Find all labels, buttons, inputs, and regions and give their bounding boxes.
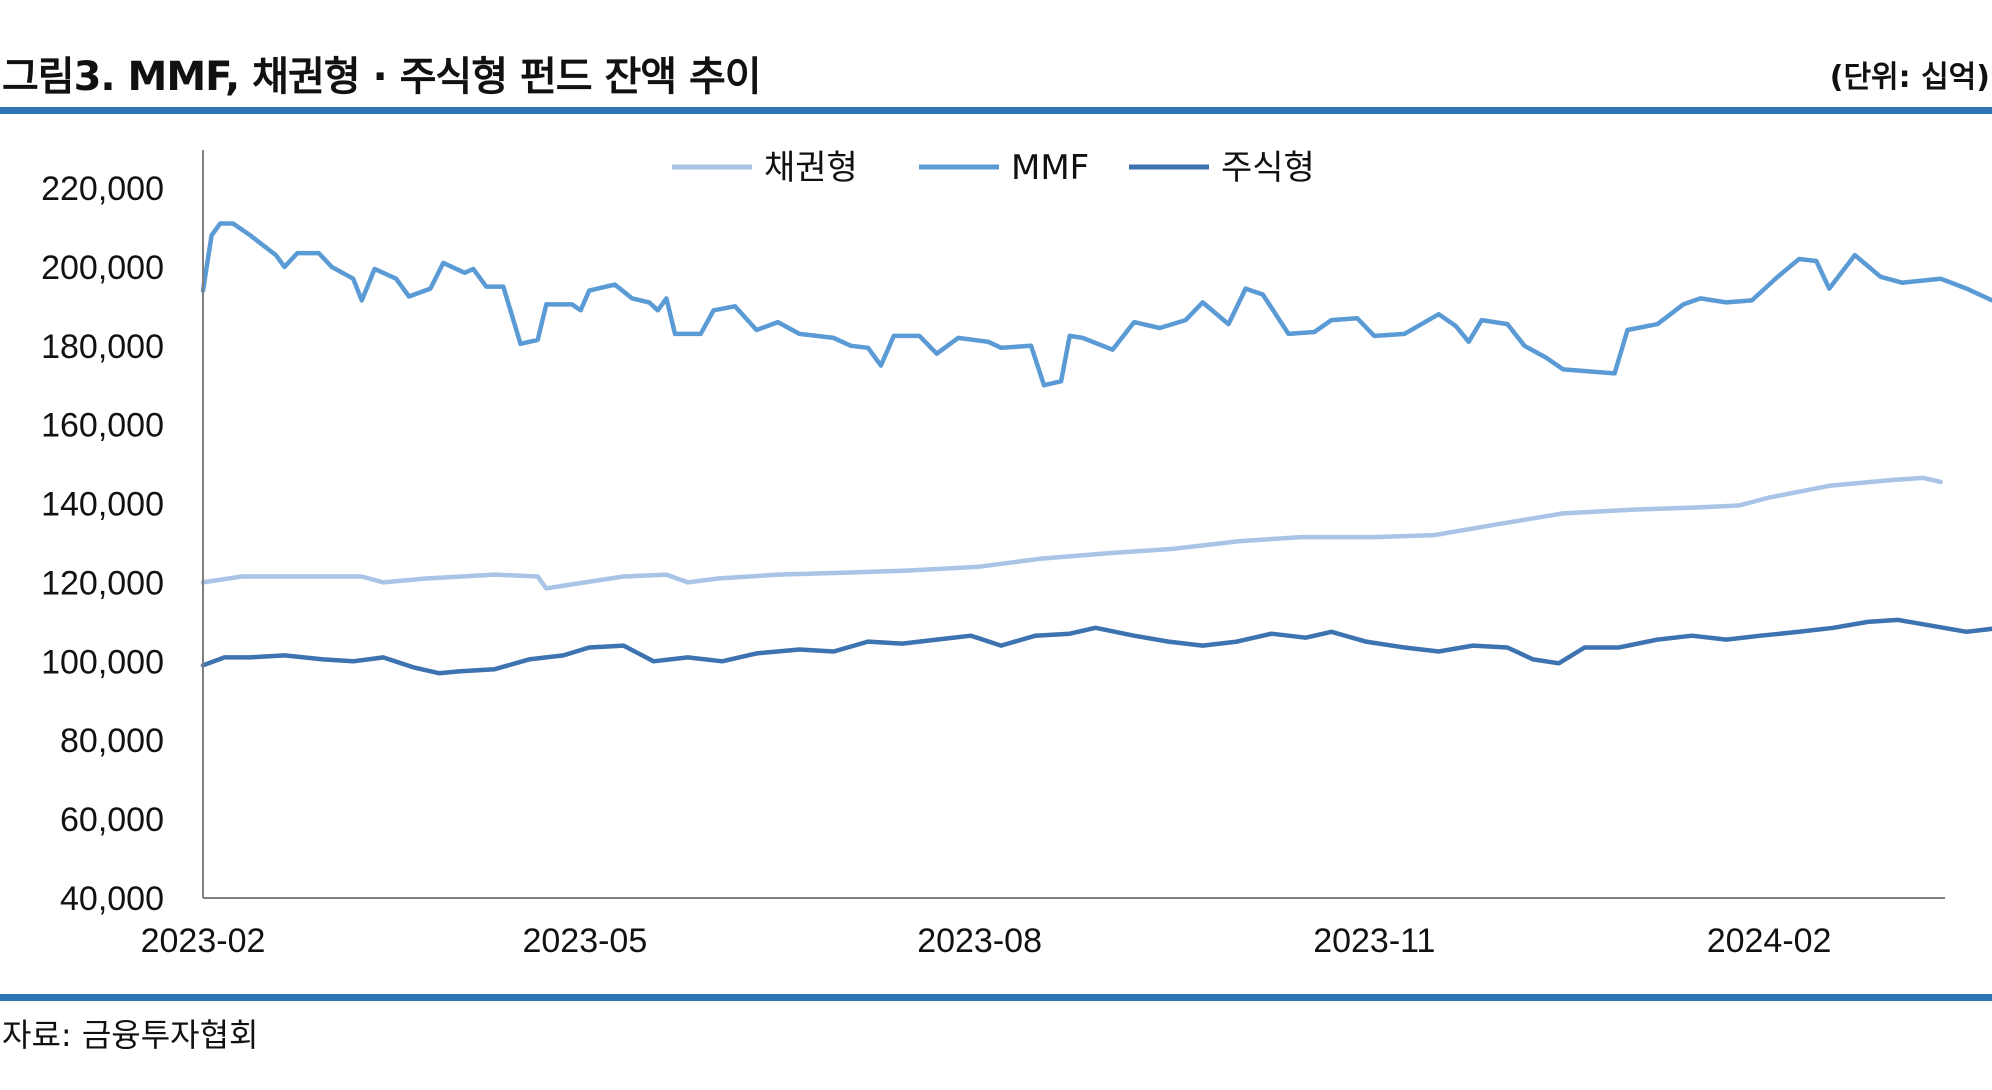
legend: 채권형 MMF 주식형	[672, 148, 1315, 188]
y-tick-label: 100,000	[41, 643, 164, 681]
series-layer	[203, 224, 1992, 674]
y-tick-label: 40,000	[60, 880, 164, 918]
y-axis-ticks: 220,000 200,000 180,000 160,000 140,000 120,0…	[41, 170, 164, 918]
legend-label: MMF	[1011, 148, 1089, 188]
line-chart: 채권형 MMF 주식형 220,000 200,000 180,000 160,000 14…	[0, 0, 1992, 994]
y-tick-label: 220,000	[41, 170, 164, 208]
x-tick-label: 2023-05	[522, 922, 647, 960]
series-line	[203, 224, 1992, 386]
y-tick-label: 180,000	[41, 328, 164, 366]
source-note: 자료: 금융투자협회	[2, 1010, 258, 1056]
series-line	[203, 478, 1941, 589]
legend-label: 채권형	[764, 148, 858, 188]
y-tick-label: 80,000	[60, 722, 164, 760]
y-tick-label: 60,000	[60, 801, 164, 839]
series-line	[203, 598, 1992, 673]
x-tick-label: 2023-02	[141, 922, 266, 960]
x-axis-ticks: 2023-02 2023-05 2023-08 2023-11 2024-02	[141, 922, 1832, 960]
y-tick-label: 140,000	[41, 486, 164, 524]
y-tick-label: 200,000	[41, 249, 164, 287]
bottom-rule	[0, 994, 1992, 1001]
x-tick-label: 2023-11	[1313, 922, 1435, 960]
x-tick-label: 2024-02	[1707, 922, 1832, 960]
legend-label: 주식형	[1221, 148, 1315, 188]
x-tick-label: 2023-08	[917, 922, 1042, 960]
y-tick-label: 160,000	[41, 407, 164, 445]
y-tick-label: 120,000	[41, 564, 164, 602]
